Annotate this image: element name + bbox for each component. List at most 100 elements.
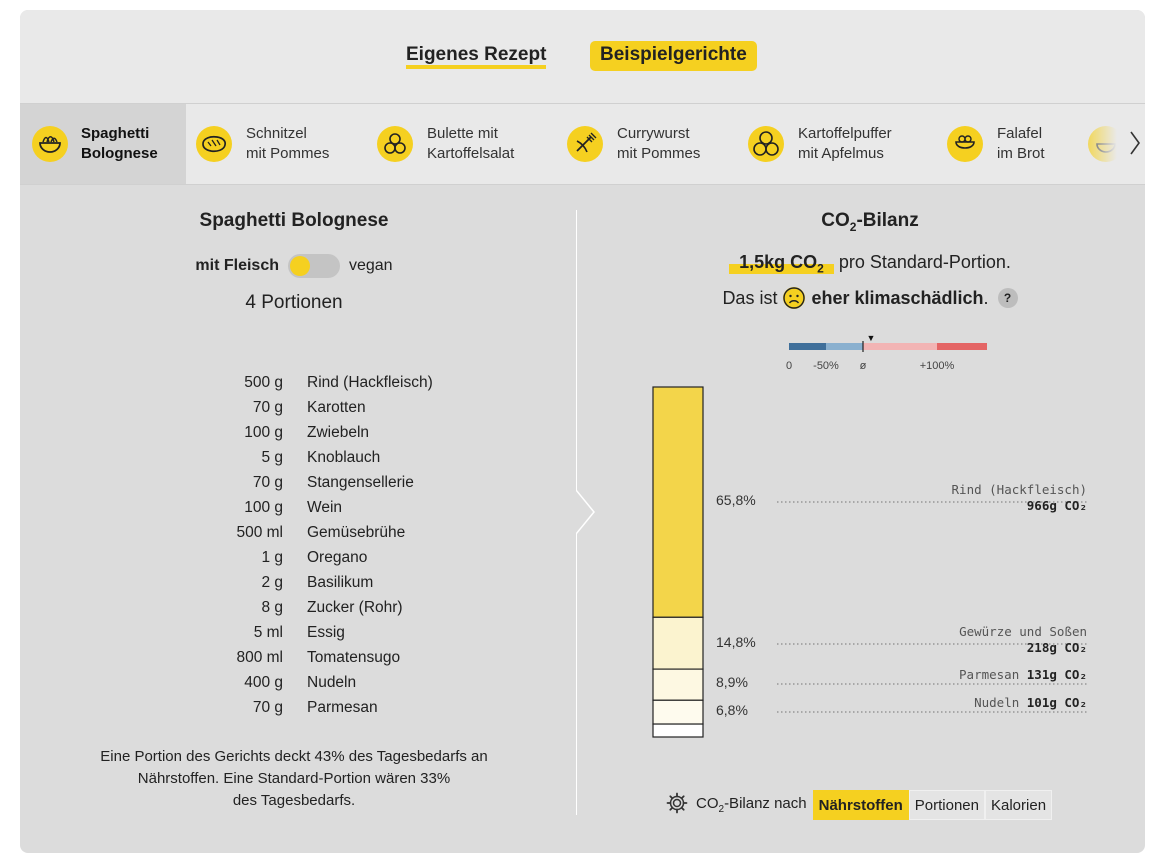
co2-view-switch: CO2-Bilanz nach Nährstoffen Portionen Ka… <box>666 790 1053 820</box>
dish-item-falafel[interactable]: Falafel im Brot <box>947 104 1087 184</box>
ingredient-row: 5 ml Essig <box>180 620 433 645</box>
recipe-panel: Spaghetti Bolognese mit Fleisch vegan 4 … <box>20 186 576 853</box>
toggle-meat-label: mit Fleisch <box>195 257 279 274</box>
co2-segment-category: Gewürze und Soßen <box>959 624 1087 639</box>
co2-rating-scale: ▼ 0 -50% ø +100% <box>786 333 987 372</box>
ingredient-row: 1 g Oregano <box>180 545 433 570</box>
ingredient-name: Essig <box>307 623 345 641</box>
ingredient-name: Zucker (Rohr) <box>307 598 403 616</box>
ingredient-amount: 100 g <box>244 498 283 516</box>
ingredient-amount: 5 ml <box>253 623 283 641</box>
ingredient-name: Oregano <box>307 548 368 566</box>
ingredient-amount: 8 g <box>261 598 283 616</box>
ingredient-row: 8 g Zucker (Rohr) <box>180 595 433 620</box>
meatball-icon <box>377 126 413 162</box>
scale-label-average: ø <box>860 360 867 372</box>
scale-segment-1 <box>789 343 826 350</box>
ingredient-name: Stangensellerie <box>307 473 414 491</box>
ingredient-amount: 70 g <box>252 698 283 716</box>
tab-example-dishes-label: Beispielgerichte <box>600 44 747 65</box>
co2-segment-percent: 8,9% <box>716 674 748 690</box>
ingredient-amount: 100 g <box>244 423 283 441</box>
ingredient-name: Zwiebeln <box>307 423 370 441</box>
ingredient-row: 5 g Knoblauch <box>180 445 433 470</box>
nutrition-note: Eine Portion des Gerichts deckt 43% des … <box>100 748 488 809</box>
co2-breakdown-chart: 65,8% Rind (Hackfleisch)966g CO₂ 14,8% Gewü… <box>652 386 1089 738</box>
dish-item-currywurst[interactable]: Currywurst mit Pommes <box>567 104 737 184</box>
meat-vegan-toggle-row: mit Fleisch vegan <box>20 254 568 278</box>
dish-label: Falafel im Brot <box>997 125 1045 162</box>
view-option-kalorien[interactable]: Kalorien <box>985 790 1053 820</box>
potato-pancake-icon <box>748 126 784 162</box>
portions-count: 4 Portionen <box>245 292 343 313</box>
ingredient-row: 2 g Basilikum <box>180 570 433 595</box>
co2-title: CO2-Bilanz <box>821 210 919 234</box>
per-portion-label: pro Standard-Portion. <box>838 252 1011 272</box>
ingredient-amount: 500 g <box>244 373 283 391</box>
dish-scroll-fade <box>1075 104 1145 184</box>
spaghetti-icon <box>32 126 68 162</box>
ingredient-name: Nudeln <box>307 673 357 691</box>
scale-label-minus50: -50% <box>813 360 839 372</box>
dish-item-spaghetti-bolognese[interactable]: Spaghetti Bolognese <box>20 104 186 184</box>
view-option-naehrstoffe[interactable]: Nährstoffen <box>812 790 909 820</box>
scale-marker: ▼ <box>867 333 876 343</box>
ingredient-name: Parmesan <box>307 698 378 716</box>
ingredient-row: 100 g Wein <box>180 495 433 520</box>
meat-vegan-toggle[interactable] <box>287 254 340 278</box>
co2-segment-2[interactable] <box>652 668 704 701</box>
chevron-right-icon[interactable] <box>1129 130 1141 163</box>
ingredient-amount: 70 g <box>252 398 283 416</box>
co2-rating-line: Das ist eher klimaschädlich. ? <box>577 287 1145 309</box>
dish-label: Kartoffelpuffer mit Apfelmus <box>798 125 892 162</box>
dish-selector: Spaghetti Bolognese Schnitzel mit Pommes B… <box>20 103 1145 185</box>
ingredient-list: 500 g Rind (Hackfleisch) 70 g Karotten 100 g… <box>180 370 433 720</box>
ingredient-amount: 400 g <box>244 673 283 691</box>
schnitzel-icon <box>196 126 232 162</box>
tab-example-dishes[interactable]: Beispielgerichte <box>590 41 757 71</box>
recipe-title: Spaghetti Bolognese <box>199 210 389 231</box>
ingredient-row: 70 g Karotten <box>180 395 433 420</box>
co2-segment-1[interactable] <box>652 616 704 670</box>
co2-segment-category: Rind (Hackfleisch) <box>952 482 1087 497</box>
co2-segment-label: Nudeln 101g CO₂ <box>974 695 1087 710</box>
co2-total-value: 1,5kg CO2 <box>729 252 834 276</box>
gear-icon[interactable] <box>666 792 688 818</box>
co2-segment-0[interactable] <box>652 386 704 618</box>
ingredient-amount: 1 g <box>261 548 283 566</box>
co2-segment-4[interactable] <box>652 723 704 738</box>
ingredient-row: 500 ml Gemüsebrühe <box>180 520 433 545</box>
ingredient-name: Basilikum <box>307 573 374 591</box>
ingredient-row: 400 g Nudeln <box>180 670 433 695</box>
ingredient-amount: 2 g <box>261 573 283 591</box>
ingredient-amount: 500 ml <box>236 523 283 541</box>
co2-panel: CO2-Bilanz 1,5kg CO2 pro Standard-Portio… <box>577 186 1145 853</box>
ingredient-amount: 70 g <box>252 473 283 491</box>
dish-label: Schnitzel mit Pommes <box>246 125 330 162</box>
tab-own-recipe[interactable]: Eigenes Rezept <box>396 41 556 71</box>
ingredient-name: Wein <box>307 498 343 516</box>
rating-word: eher klimaschädlich <box>811 287 984 308</box>
co2-segment-3[interactable] <box>652 699 704 725</box>
scale-segment-2 <box>826 343 863 350</box>
dish-item-kartoffelpuffer[interactable]: Kartoffelpuffer mit Apfelmus <box>748 104 928 184</box>
toggle-vegan-label: vegan <box>348 257 393 274</box>
co2-calculator-card: Eigenes Rezept Beispielgerichte Spaghett… <box>20 10 1145 853</box>
ingredient-row: 800 ml Tomatensugo <box>180 645 433 670</box>
scale-label-plus100: +100% <box>920 360 955 372</box>
currywurst-icon <box>567 126 603 162</box>
dish-item-bulette[interactable]: Bulette mit Kartoffelsalat <box>377 104 557 184</box>
dish-item-schnitzel[interactable]: Schnitzel mit Pommes <box>196 104 366 184</box>
view-option-portionen[interactable]: Portionen <box>908 790 985 820</box>
scale-segment-4 <box>937 343 987 350</box>
co2-segment-amount: 218g CO₂ <box>1027 640 1087 655</box>
ingredient-name: Rind (Hackfleisch) <box>307 373 433 391</box>
ingredient-name: Tomatensugo <box>307 648 401 666</box>
ingredient-amount: 5 g <box>261 448 283 466</box>
ingredient-row: 100 g Zwiebeln <box>180 420 433 445</box>
co2-segment-percent: 65,8% <box>716 492 756 508</box>
scale-segment-3 <box>863 343 937 350</box>
co2-segment-amount: 966g CO₂ <box>1027 498 1087 513</box>
ingredient-name: Knoblauch <box>307 448 381 466</box>
help-icon[interactable]: ? <box>997 288 1018 308</box>
